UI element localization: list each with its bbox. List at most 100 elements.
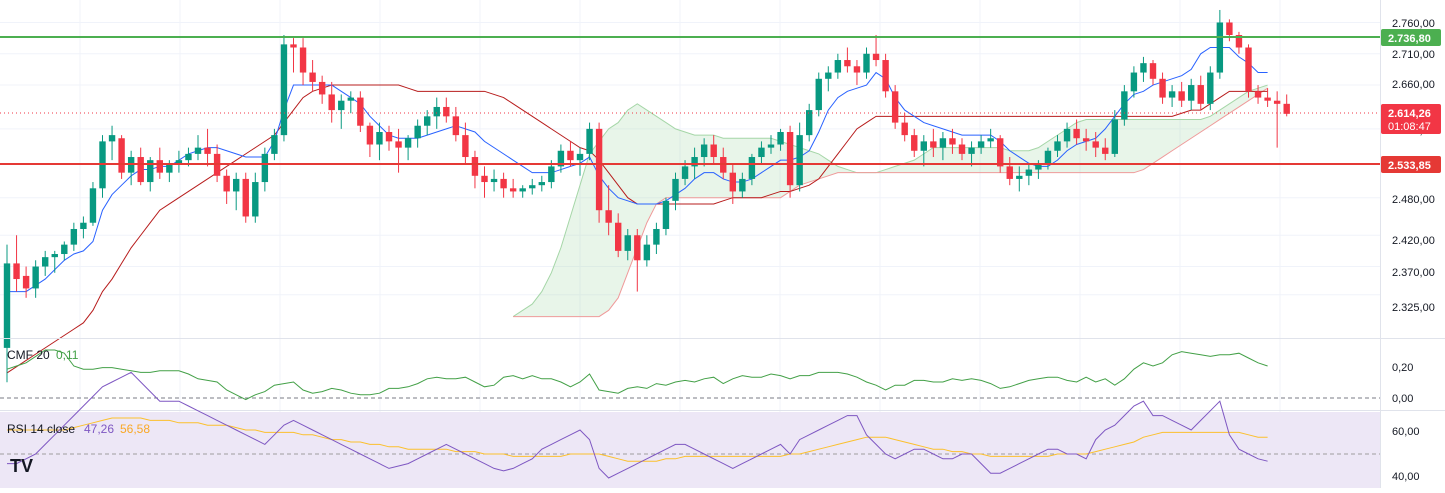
candle-body xyxy=(347,97,354,101)
candle-body xyxy=(185,153,192,161)
candle-body xyxy=(233,178,240,192)
candle-body xyxy=(137,157,144,183)
candle-body xyxy=(920,141,927,151)
candle-body xyxy=(939,138,947,148)
rsi-tick: 60,00 xyxy=(1392,426,1420,438)
candle-body xyxy=(634,235,641,261)
rsi-ma-legend-value: 56,58 xyxy=(120,422,150,436)
candle-body xyxy=(1273,100,1281,104)
candle-body xyxy=(1006,166,1013,179)
candle-body xyxy=(1082,138,1090,142)
price-tick: 2.660,00 xyxy=(1392,79,1435,91)
candle-body xyxy=(882,60,889,92)
candle-body xyxy=(194,147,202,154)
candle-body xyxy=(1159,78,1166,98)
candle-body xyxy=(1207,72,1214,104)
rsi-legend-value: 47,26 xyxy=(84,422,114,436)
price-tick: 2.325,00 xyxy=(1392,302,1435,314)
candle-body xyxy=(796,135,803,186)
candle-body xyxy=(376,131,383,145)
rsi-ma-line xyxy=(7,417,1268,462)
rsi-axis: 60,00 40,00 xyxy=(1392,426,1420,483)
candle-body xyxy=(1235,34,1243,48)
candle-body xyxy=(1025,169,1033,176)
candle-body xyxy=(1216,22,1224,73)
tradingview-logo[interactable]: TV xyxy=(10,456,33,476)
candle-body xyxy=(3,263,11,348)
cmf-legend-value: 0,11 xyxy=(56,348,79,362)
candle-body xyxy=(977,141,985,148)
cmf-legend[interactable]: CMF 20 0,11 xyxy=(7,348,79,362)
price-tick: 2.370,00 xyxy=(1392,267,1435,279)
candle-body xyxy=(509,188,517,192)
candle-body xyxy=(834,60,842,73)
candle-body xyxy=(1168,91,1176,98)
candle-body xyxy=(414,125,421,139)
candle-body xyxy=(22,275,30,289)
rsi-legend-label: RSI 14 close xyxy=(7,422,75,436)
candle-body xyxy=(1121,91,1128,120)
candle-body xyxy=(815,78,822,111)
price-grid xyxy=(0,0,1380,488)
candle-body xyxy=(318,81,326,95)
candle-body xyxy=(968,147,975,154)
candle-body xyxy=(576,153,584,161)
candle-body xyxy=(280,44,288,136)
candle-body xyxy=(61,244,68,255)
candle-body xyxy=(548,166,555,183)
candle-body xyxy=(108,135,116,142)
candle-body xyxy=(1197,85,1204,104)
candle-body xyxy=(309,72,316,82)
candle-body xyxy=(452,116,460,136)
candle-body xyxy=(242,178,249,217)
candle-body xyxy=(911,135,918,151)
price-tick: 2.710,00 xyxy=(1392,49,1435,61)
candle-body xyxy=(1149,63,1157,79)
cmf-indicator xyxy=(6,349,1268,401)
candle-body xyxy=(786,131,794,186)
candle-body xyxy=(949,138,956,145)
candle-body xyxy=(605,210,612,223)
rsi-indicator xyxy=(7,371,1268,479)
candle-body xyxy=(700,144,708,158)
candle-body xyxy=(166,163,173,173)
candle-body xyxy=(1245,47,1252,92)
candle-body xyxy=(529,185,536,189)
candle-body xyxy=(767,144,775,148)
candle-body xyxy=(80,222,87,229)
candle-body xyxy=(1264,97,1271,101)
bar-countdown: 01:08:47 xyxy=(1388,121,1431,133)
candle-body xyxy=(1044,150,1052,164)
candle-body xyxy=(1140,63,1147,73)
candle-body xyxy=(872,53,880,61)
candle-body xyxy=(1092,141,1099,148)
rsi-line xyxy=(7,371,1268,479)
candle-body xyxy=(672,178,679,201)
candle-body xyxy=(729,172,736,192)
rsi-legend[interactable]: RSI 14 close 47,26 56,58 xyxy=(7,422,150,436)
candle-body xyxy=(586,128,593,154)
candle-body xyxy=(901,122,908,136)
candle-body xyxy=(338,100,345,111)
candle-body xyxy=(662,200,670,229)
candle-body xyxy=(997,138,1004,167)
candle-body xyxy=(471,157,479,176)
candle-body xyxy=(739,178,746,192)
candle-body xyxy=(32,266,39,289)
candle-body xyxy=(653,228,660,245)
candle-body xyxy=(395,141,402,148)
candle-body xyxy=(357,97,364,126)
candle-body xyxy=(681,166,689,179)
candle-body xyxy=(1226,22,1233,35)
candle-body xyxy=(70,228,78,245)
candle-body xyxy=(385,131,393,142)
candlesticks xyxy=(3,9,1290,383)
senkou-span-a xyxy=(512,84,1268,318)
candle-body xyxy=(366,125,374,145)
candle-body xyxy=(863,53,870,73)
candle-body xyxy=(175,160,183,164)
candle-body xyxy=(433,106,440,117)
